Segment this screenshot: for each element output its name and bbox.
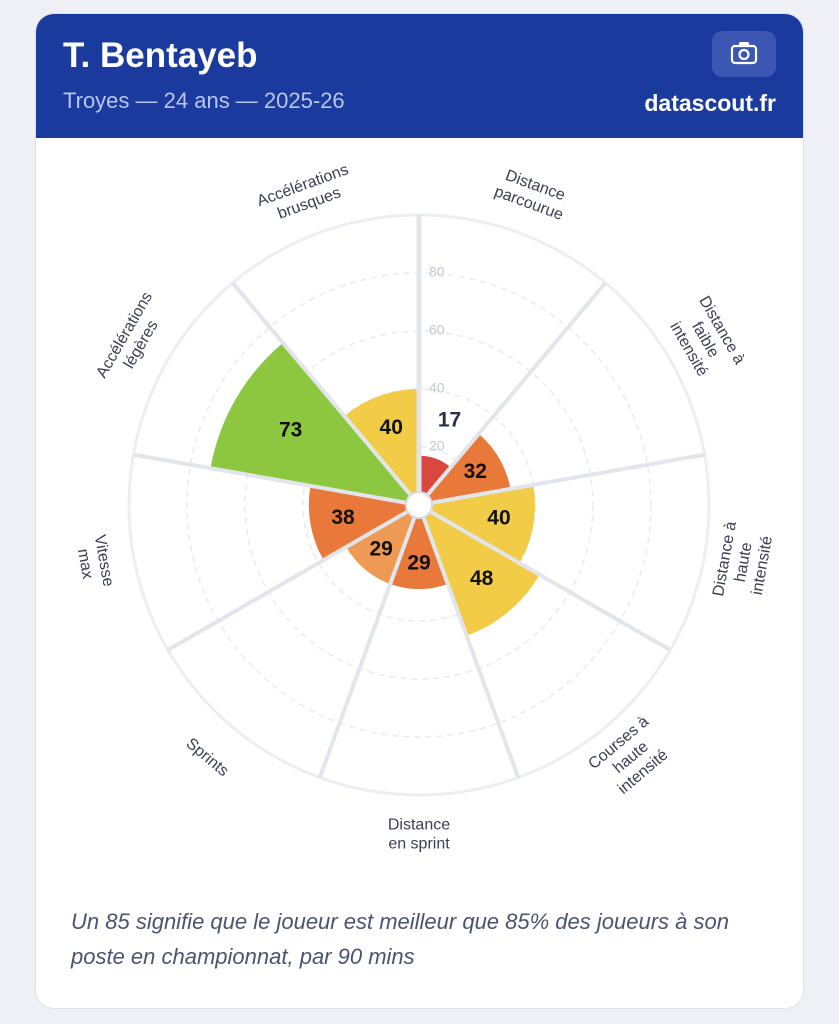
wedge <box>390 505 448 590</box>
category-line: max <box>74 548 96 581</box>
camera-button[interactable] <box>712 31 776 77</box>
header: T. Bentayeb Troyes — 24 ans — 2025-26 da… <box>36 14 803 138</box>
card: T. Bentayeb Troyes — 24 ans — 2025-26 da… <box>36 14 803 1008</box>
value-label: 38 <box>331 506 355 529</box>
divider <box>231 281 421 507</box>
category-line: haute <box>732 541 756 583</box>
value-label: 73 <box>279 418 302 441</box>
category-line: Sprints <box>183 735 232 780</box>
category-label: Distance en sprint <box>388 817 450 853</box>
category-label: Sprints <box>183 735 232 780</box>
footnote: Un 85 signifie que le joueur est meilleu… <box>71 909 729 969</box>
category-line: Distance <box>388 817 450 834</box>
wedge <box>308 485 419 561</box>
value-label: 48 <box>470 567 494 590</box>
wedge <box>419 505 540 636</box>
tick-label: 60 <box>429 322 445 338</box>
wedge <box>419 484 535 563</box>
divider <box>417 504 521 779</box>
brand: datascout.fr <box>644 90 776 116</box>
wedge <box>346 505 419 585</box>
divider <box>133 452 420 507</box>
divider <box>317 504 421 779</box>
camera-icon <box>730 42 758 65</box>
wedge <box>419 433 511 505</box>
divider <box>417 503 672 652</box>
tick-label: 20 <box>429 438 445 454</box>
grid-ring <box>302 388 536 622</box>
wedge <box>344 389 419 505</box>
tick-label: 80 <box>429 264 445 280</box>
value-label: 29 <box>407 551 430 574</box>
divider <box>417 281 607 507</box>
value-label: 29 <box>369 538 392 561</box>
center-hole <box>405 491 433 519</box>
value-label: 40 <box>487 507 510 530</box>
tick-label: 40 <box>429 380 445 396</box>
value-label: 40 <box>380 416 403 439</box>
divider <box>418 452 705 507</box>
wedge <box>210 342 419 505</box>
divider <box>166 503 420 652</box>
category-line: en sprint <box>388 836 450 853</box>
subtitle: Troyes — 24 ans — 2025-26 <box>63 88 345 113</box>
value-label: 32 <box>464 460 487 483</box>
player-name: T. Bentayeb <box>63 36 258 75</box>
value-label: 17 <box>438 409 461 432</box>
category-line: Vitesse <box>91 533 117 587</box>
